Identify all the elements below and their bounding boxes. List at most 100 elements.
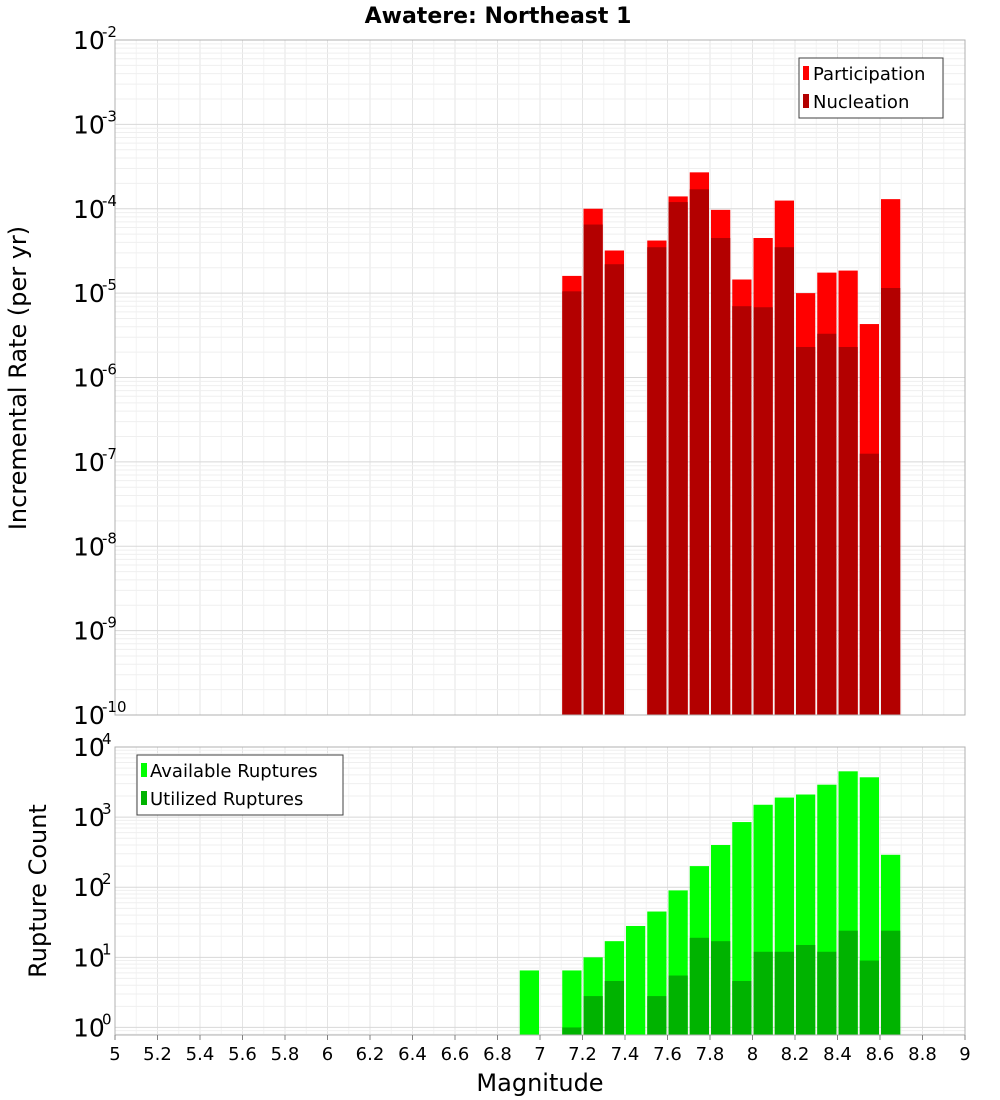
y-tick-label-exponent: 2 [102,870,112,888]
bar-utilized-ruptures [668,975,688,1035]
bar-nucleation [562,291,582,715]
bar-nucleation [817,333,837,715]
bar-utilized-ruptures [647,996,667,1035]
top-y-axis-label: Incremental Rate (per yr) [4,226,32,530]
legend-utilized-ruptures-label: Utilized Ruptures [150,789,303,810]
bar-available-ruptures [626,925,646,1035]
y-tick-label: 10 [73,803,105,832]
bar-utilized-ruptures [881,930,901,1035]
x-tick-label: 7.6 [653,1044,682,1065]
x-tick-label: 5.2 [143,1044,172,1065]
top-legend: Participation Nucleation [798,57,944,119]
x-tick-label: 6.8 [483,1044,512,1065]
bar-nucleation [796,346,816,715]
x-tick-label: 8.4 [823,1044,852,1065]
bar-nucleation [774,247,794,716]
bar-nucleation [583,224,603,715]
bar-nucleation [732,306,752,715]
y-tick-label-exponent: -4 [102,192,117,210]
y-tick-label-exponent: -10 [102,698,127,716]
bar-utilized-ruptures [732,980,752,1035]
bar-nucleation [647,247,667,716]
top-plot-grid [114,39,966,716]
bar-nucleation [753,307,773,715]
y-tick-label: 10 [73,26,105,55]
x-tick-label: 6 [322,1044,333,1065]
x-tick-label: 8.6 [866,1044,895,1065]
y-tick-label: 10 [73,617,105,646]
bottom-plot-bars [519,771,901,1035]
x-tick-label: 6.2 [356,1044,385,1065]
x-tick-label: 7.4 [611,1044,640,1065]
y-tick-label-exponent: 4 [102,730,112,748]
bar-utilized-ruptures [604,980,624,1035]
x-tick-label: 5.4 [186,1044,215,1065]
y-tick-label-exponent: 1 [102,940,112,958]
y-tick-label: 10 [73,448,105,477]
y-tick-label: 10 [73,195,105,224]
bar-available-ruptures [562,970,582,1035]
bar-nucleation [859,453,879,715]
y-tick-label: 10 [73,364,105,393]
x-tick-label: 6.4 [398,1044,427,1065]
y-tick-label-exponent: -7 [102,445,117,463]
x-tick-label: 5.8 [271,1044,300,1065]
bottom-legend: Available Ruptures Utilized Ruptures [136,754,344,816]
bottom-legend-box [136,754,344,816]
legend-participation-swatch [803,66,809,80]
y-tick-label-exponent: -2 [102,23,117,41]
bar-nucleation [881,288,901,715]
y-tick-label-exponent: -5 [102,276,117,294]
legend-available-ruptures-label: Available Ruptures [150,761,318,782]
x-tick-label: 7.8 [696,1044,725,1065]
bar-available-ruptures [519,970,539,1035]
bar-utilized-ruptures [753,951,773,1035]
y-tick-label: 10 [73,701,105,730]
y-tick-label: 10 [73,733,105,762]
legend-utilized-ruptures-swatch [141,791,147,805]
bar-utilized-ruptures [774,951,794,1035]
y-tick-label-exponent: 3 [102,800,112,818]
x-tick-label: 9 [959,1044,970,1065]
bar-utilized-ruptures [583,996,603,1035]
legend-available-ruptures-swatch [141,763,147,777]
top-plot-frame [114,39,966,716]
x-tick-label: 8.2 [781,1044,810,1065]
legend-nucleation-swatch [803,94,809,108]
x-axis-label: Magnitude [476,1069,603,1097]
x-tick-label: 6.6 [441,1044,470,1065]
bar-nucleation [604,264,624,715]
y-tick-label-exponent: -9 [102,614,117,632]
x-tick-label: 8 [747,1044,758,1065]
bar-nucleation [711,238,731,715]
y-tick-label-exponent: 0 [102,1010,112,1028]
y-tick-label-exponent: -6 [102,361,117,379]
bottom-y-axis-label: Rupture Count [24,804,52,978]
bar-nucleation [668,202,688,715]
x-tick-label: 7.2 [568,1044,597,1065]
bar-utilized-ruptures [817,951,837,1035]
y-tick-label-exponent: -3 [102,107,117,125]
x-tick-labels: 5 5.2 5.4 5.6 5.8 6 6.2 6.4 6.6 6.8 7 7.2 7.4 7.6 7.8 8… [109,1035,971,1065]
x-tick-label: 7 [534,1044,545,1065]
y-tick-label: 10 [73,1013,105,1042]
bar-nucleation [838,346,858,715]
bar-nucleation [689,189,709,715]
y-tick-label: 10 [73,873,105,902]
x-tick-label: 8.8 [908,1044,937,1065]
top-plot-bars [562,172,901,716]
bar-utilized-ruptures [838,930,858,1035]
bar-utilized-ruptures [689,937,709,1035]
bar-utilized-ruptures [796,944,816,1035]
bar-utilized-ruptures [859,960,879,1035]
legend-participation-label: Participation [813,64,925,85]
y-tick-label: 10 [73,279,105,308]
x-tick-label: 5 [109,1044,120,1065]
x-tick-label: 5.6 [228,1044,257,1065]
y-tick-label: 10 [73,532,105,561]
top-y-tick-labels: 10-210-310-410-510-610-710-810-910-10 [73,23,127,730]
bar-utilized-ruptures [562,1027,582,1035]
y-tick-label: 10 [73,110,105,139]
